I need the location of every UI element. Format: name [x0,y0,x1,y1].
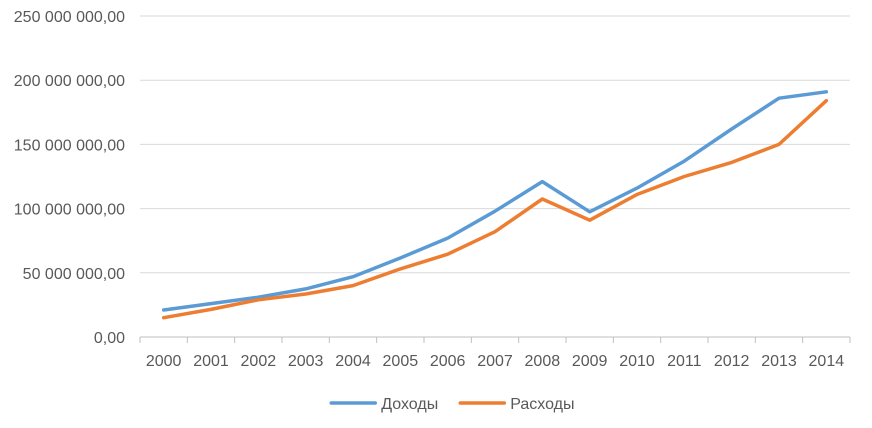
y-tick-label: 0,00 [94,330,125,347]
x-axis: 2000 2001 2002 2003 2004 2005 2006 2007 2008 2009… [139,336,851,370]
x-tick-label: 2003 [288,353,324,370]
x-tick-label: 2011 [667,353,702,370]
x-tick-label: 2014 [809,353,845,370]
x-tick-label: 2000 [146,353,182,370]
x-tick-label: 2010 [619,353,655,370]
x-tick-label: 2013 [761,353,797,370]
y-axis-tick-labels: 0,00 50 000 000,00 100 000 000,00 150 000 0… [14,9,125,347]
y-tick-label: 200 000 000,00 [14,73,125,90]
x-tick-label: 2009 [572,353,608,370]
legend-label-2: Расходы [510,396,574,413]
y-tick-label: 250 000 000,00 [14,9,125,26]
x-tick-label: 2012 [714,353,750,370]
y-tick-label: 150 000 000,00 [14,137,125,154]
series-line-2 [161,98,829,320]
gridlines [140,15,850,274]
legend: Доходы Расходы [329,396,575,413]
y-tick-label: 100 000 000,00 [14,202,125,219]
x-tick-label: 2007 [477,353,513,370]
series-line-1 [161,90,829,312]
y-tick-label: 50 000 000,00 [23,266,125,283]
x-tick-label: 2001 [193,353,229,370]
x-tick-label: 2004 [335,353,371,370]
x-tick-label: 2008 [525,353,561,370]
x-tick-label: 2005 [383,353,419,370]
legend-label-1: Доходы [381,396,438,413]
series-lines [161,90,829,320]
x-tick-label: 2006 [430,353,466,370]
x-tick-label: 2002 [241,353,277,370]
